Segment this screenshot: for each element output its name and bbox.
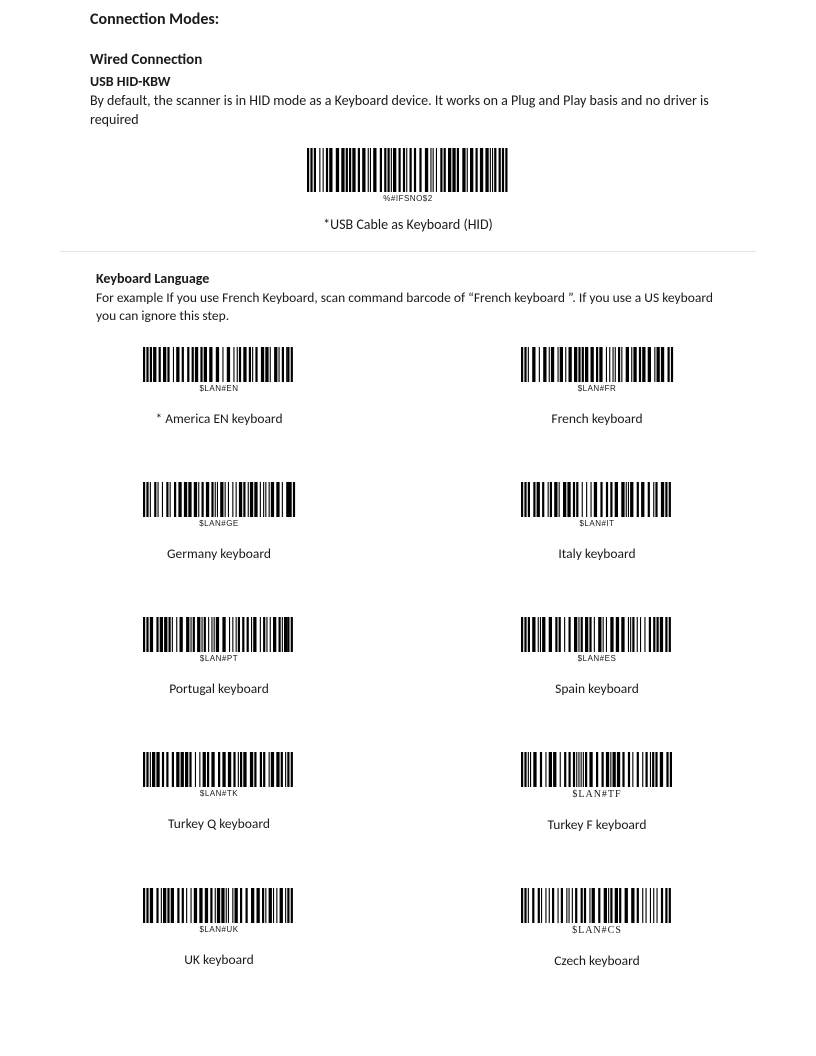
barcode-code-text: $LAN#EN — [139, 384, 299, 393]
barcode-code-text: $LAN#PT — [139, 654, 299, 663]
heading-connection-modes: Connection Modes: — [90, 10, 726, 29]
barcode-code-text: $LAN#UK — [139, 925, 299, 934]
barcode-code-text: $LAN#GE — [139, 519, 299, 528]
keyboard-label: Portugal keyboard — [90, 680, 348, 697]
keyboard-label: Spain keyboard — [468, 680, 726, 697]
caption-usb-hid: *USB Cable as Keyboard (HID) — [90, 216, 726, 233]
keyboard-label: Germany keyboard — [90, 545, 348, 562]
keyboard-cell: $LAN#FR French keyboard — [468, 347, 726, 427]
barcode-code-text: $LAN#TK — [139, 789, 299, 798]
barcode-keyboard: $LAN#UK — [139, 888, 299, 934]
keyboard-label: Turkey F keyboard — [468, 816, 726, 833]
heading-keyboard-language: Keyboard Language — [96, 270, 726, 287]
keyboard-language-section: Keyboard Language For example If you use… — [96, 270, 726, 325]
keyboard-cell: $LAN#PT Portugal keyboard — [90, 617, 348, 697]
keyboard-label: French keyboard — [468, 410, 726, 427]
keyboard-cell: $LAN#IT Italy keyboard — [468, 482, 726, 562]
barcode-code-text: $LAN#TF — [517, 789, 677, 800]
keyboard-cell: $LAN#UK UK keyboard — [90, 888, 348, 969]
main-barcode-block: %#IFSNO$2 *USB Cable as Keyboard (HID) — [90, 148, 726, 233]
barcode-code-text: $LAN#IT — [517, 519, 677, 528]
barcode-code-text: $LAN#FR — [517, 384, 677, 393]
barcode-keyboard: $LAN#CS — [517, 888, 677, 936]
keyboard-label: Czech keyboard — [468, 952, 726, 969]
barcode-usb-hid: %#IFSNO$2 — [303, 148, 513, 203]
keyboard-cell: $LAN#GE Germany keyboard — [90, 482, 348, 562]
barcode-keyboard: $LAN#FR — [517, 347, 677, 393]
keyboard-cell: $LAN#EN * America EN keyboard — [90, 347, 348, 427]
keyboard-cell: $LAN#ES Spain keyboard — [468, 617, 726, 697]
barcode-keyboard: $LAN#GE — [139, 482, 299, 528]
paragraph-keyboard-language: For example If you use French Keyboard, … — [96, 289, 726, 325]
keyboard-label: UK keyboard — [90, 951, 348, 968]
keyboard-label: Italy keyboard — [468, 545, 726, 562]
barcode-keyboard: $LAN#PT — [139, 617, 299, 663]
barcode-code-text: %#IFSNO$2 — [303, 194, 513, 203]
keyboard-grid: $LAN#EN * America EN keyboard $LAN#FR Frenc… — [90, 347, 726, 969]
barcode-keyboard: $LAN#EN — [139, 347, 299, 393]
barcode-code-text: $LAN#ES — [517, 654, 677, 663]
barcode-code-text: $LAN#CS — [517, 925, 677, 936]
heading-wired-connection: Wired Connection — [90, 51, 726, 69]
keyboard-cell: $LAN#CS Czech keyboard — [468, 888, 726, 969]
page: Connection Modes: Wired Connection USB H… — [0, 0, 816, 1056]
barcode-keyboard: $LAN#IT — [517, 482, 677, 528]
keyboard-cell: $LAN#TF Turkey F keyboard — [468, 752, 726, 833]
barcode-keyboard: $LAN#TK — [139, 752, 299, 798]
heading-usb-hid-kbw: USB HID-KBW — [90, 73, 726, 90]
barcode-keyboard: $LAN#TF — [517, 752, 677, 800]
keyboard-cell: $LAN#TK Turkey Q keyboard — [90, 752, 348, 833]
divider — [60, 251, 756, 252]
keyboard-label: Turkey Q keyboard — [90, 815, 348, 832]
paragraph-hid-desc: By default, the scanner is in HID mode a… — [90, 92, 726, 130]
barcode-keyboard: $LAN#ES — [517, 617, 677, 663]
keyboard-label: * America EN keyboard — [90, 410, 348, 427]
